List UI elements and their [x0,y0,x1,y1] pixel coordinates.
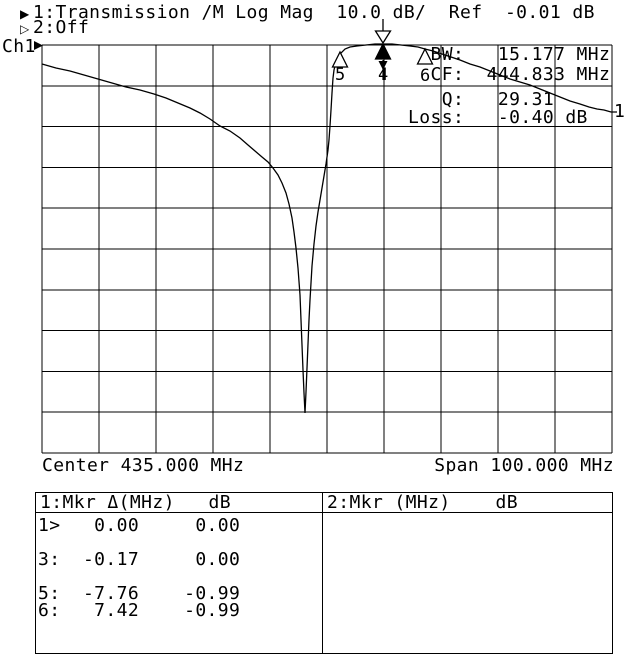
active-trace-icon: ▶ [20,7,30,21]
marker-table-ch2-rows [323,513,612,517]
trace1-settings-text: 1:Transmission /M Log Mag 10.0 dB/ Ref -… [33,2,595,23]
marker-4-label: 4 [378,65,388,85]
marker-5-icon [331,50,349,68]
marker-4-icon [374,42,392,60]
trace-number-label: 1 [614,101,626,122]
marker-table-ch1-rows: 1> 0.00 0.00 3: -0.17 0.00 5: -7.76 -0.9… [38,515,241,621]
trace2-settings-text: 2:Off [33,17,90,38]
marker-table: 1:Mkr Δ(MHz) dB 1> 0.00 0.00 3: -0.17 0.… [35,492,613,654]
span-label: Span 100.000 MHz [434,455,614,476]
ch1-reference-pointer-icon [34,41,43,50]
marker-table-ch2-header: 2:Mkr (MHz) dB [323,493,612,513]
center-frequency-label: Center 435.000 MHz [42,455,245,476]
inactive-trace-icon: ▷ [20,22,30,36]
channel-label: Ch1 [2,36,36,57]
marker-6-label: 6 [420,66,430,86]
bw-cf-readout: BW: 15.177 MHz CF: 444.833 MHz [430,44,611,85]
active-marker-indicator-icon [374,30,392,45]
marker-table-ch2-panel: 2:Mkr (MHz) dB [323,493,612,653]
marker-table-ch1-panel: 1:Mkr Δ(MHz) dB 1> 0.00 0.00 3: -0.17 0.… [36,493,323,653]
q-loss-readout: Q: 29.31 Loss: -0.40 dB [408,89,588,128]
header-line-1: ▶ 1:Transmission /M Log Mag 10.0 dB/ Ref … [20,4,595,23]
marker-table-ch1-header: 1:Mkr Δ(MHz) dB [36,493,322,513]
header-line-2: ▷ 2:Off [20,19,89,38]
marker-5-label: 5 [335,65,345,85]
delta-ref-arrow-icon [378,61,388,70]
marker-6-icon [416,47,434,65]
trace-1-line [41,43,617,414]
